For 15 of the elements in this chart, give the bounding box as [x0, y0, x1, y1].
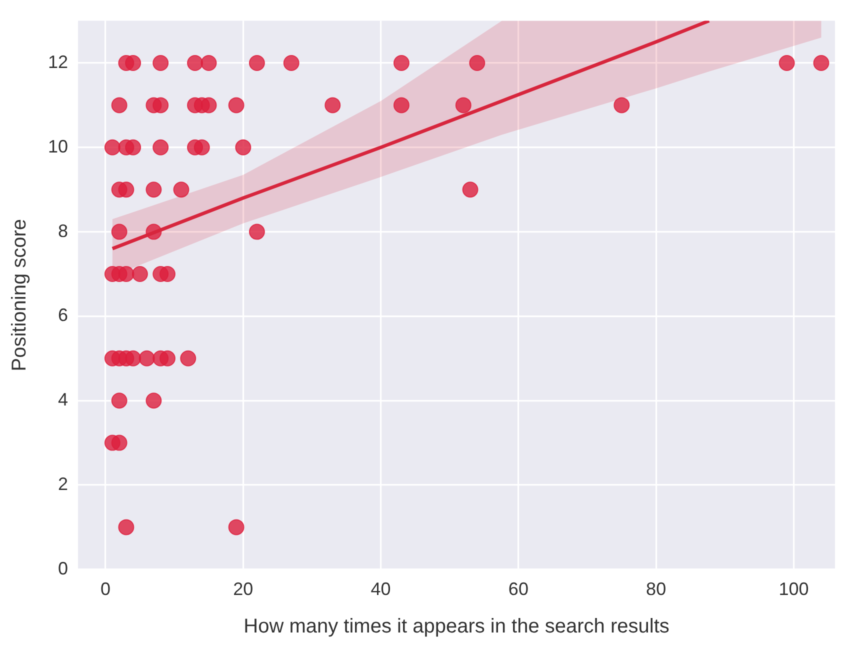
x-tick-label: 20	[233, 579, 254, 600]
y-axis-title: Positioning score	[8, 218, 31, 372]
y-tick-label: 6	[58, 305, 68, 326]
y-tick-label: 4	[58, 390, 68, 410]
y-tick-label: 12	[48, 52, 68, 72]
x-tick-label: 60	[508, 579, 528, 600]
x-tick-label: 100	[778, 579, 809, 600]
x-tick-label: 0	[100, 579, 111, 600]
y-tick-label: 0	[58, 558, 68, 578]
y-tick-label: 2	[58, 474, 68, 494]
x-tick-label: 40	[370, 579, 391, 600]
y-tick-label: 10	[48, 136, 68, 156]
x-axis-title: How many times it appears in the search results	[244, 616, 670, 638]
y-tick-label: 8	[58, 220, 68, 241]
x-tick-label: 80	[646, 579, 666, 600]
